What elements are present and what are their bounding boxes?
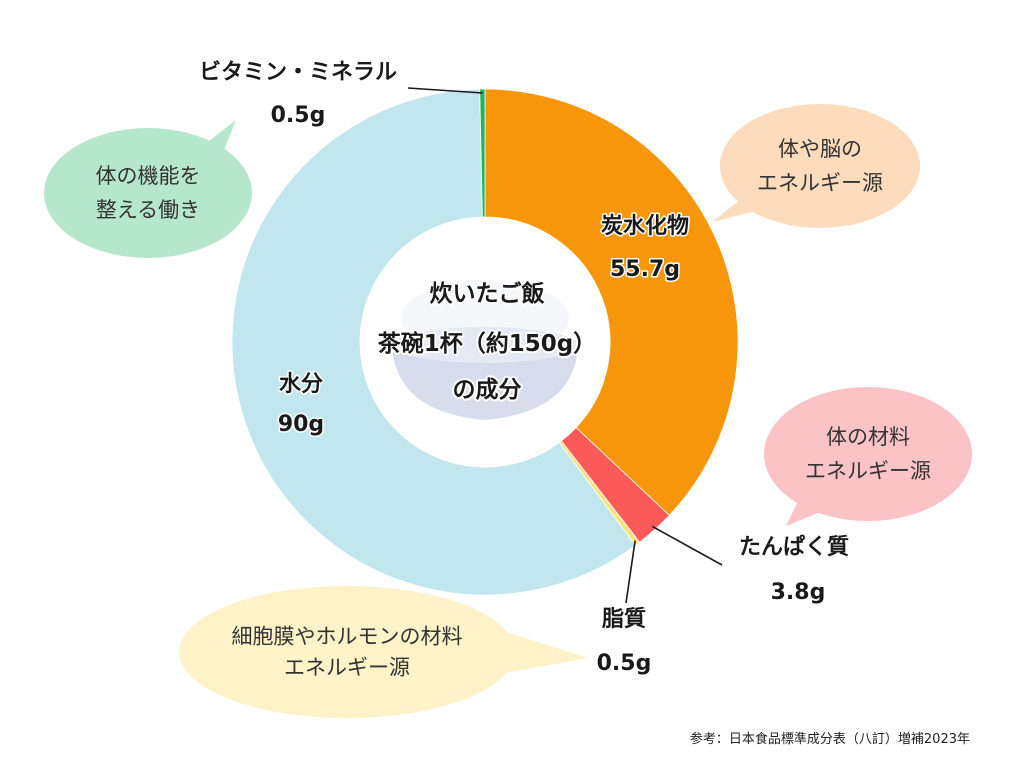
callout-ellipse xyxy=(44,128,252,258)
slice-value-label: 90g xyxy=(278,412,324,437)
slice-value-label: 0.5g xyxy=(271,103,326,128)
slice xyxy=(484,88,739,516)
slice-value-label: 3.8g xyxy=(771,580,826,605)
slice-value-label: 0.5g xyxy=(597,651,652,676)
source-note: 参考：日本食品標準成分表（八訂）増補2023年 xyxy=(690,731,970,747)
callout-ellipse xyxy=(720,104,920,228)
rice-mound xyxy=(401,280,569,356)
slice-label: 水分 xyxy=(279,372,323,397)
callout-text: エネルギー源 xyxy=(805,459,931,483)
callout-text: エネルギー源 xyxy=(284,656,410,680)
slice-value-label: 55.7g xyxy=(610,257,680,282)
slice-label: ビタミン・ミネラル xyxy=(199,60,397,85)
slice-label: たんぱく質 xyxy=(739,534,849,560)
callout-ellipse xyxy=(764,387,972,521)
leader-line xyxy=(651,525,723,566)
leader-line xyxy=(625,540,636,604)
callout-text: 体の材料 xyxy=(826,425,910,449)
center-title-line: の成分 xyxy=(453,377,522,403)
slice-label: 脂質 xyxy=(602,606,646,632)
callout-text: エネルギー源 xyxy=(757,171,883,195)
slice-label: 炭水化物 xyxy=(601,213,689,239)
callout-text: 細胞膜やホルモンの材料 xyxy=(232,625,463,649)
slice xyxy=(479,88,486,218)
leader-line xyxy=(407,87,483,94)
callout-tail xyxy=(500,630,588,674)
center-title-line: 炊いたご飯 xyxy=(430,280,545,307)
center-title-line: 茶碗1杯（約150g） xyxy=(378,330,596,357)
bowl-body xyxy=(392,345,578,420)
bowl-rim xyxy=(392,327,578,363)
callout-ellipse xyxy=(179,586,515,718)
rice-bowl-illustration xyxy=(392,280,578,420)
callout-text: 体の機能を xyxy=(96,164,201,188)
callout-text: 整える働き xyxy=(96,198,200,222)
callout-text: 体や脳の xyxy=(778,137,862,161)
slice xyxy=(231,88,636,596)
